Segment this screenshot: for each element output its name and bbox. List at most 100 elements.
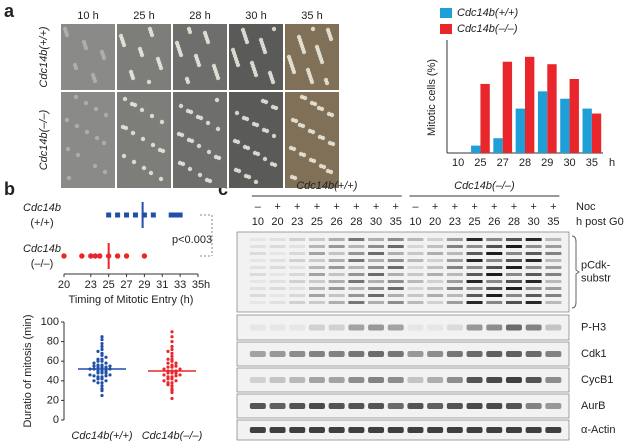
- band: [486, 377, 503, 383]
- row-label: Cdc14b(+/+): [38, 26, 50, 87]
- band: [466, 238, 483, 241]
- band: [249, 245, 266, 248]
- band: [446, 377, 463, 383]
- band: [407, 273, 424, 276]
- band: [348, 377, 365, 383]
- noc-sign: +: [353, 201, 359, 213]
- band: [387, 273, 404, 276]
- band: [427, 427, 444, 433]
- cell: [271, 133, 277, 139]
- point: [174, 374, 178, 378]
- band: [446, 245, 463, 248]
- band: [466, 266, 483, 269]
- band: [505, 377, 522, 383]
- legend-swatch: [440, 8, 452, 18]
- band: [486, 273, 503, 276]
- band: [505, 266, 522, 269]
- lane-hour: 28: [508, 216, 520, 228]
- noc-sign: +: [373, 201, 379, 213]
- brace: [571, 235, 580, 309]
- band: [289, 403, 306, 409]
- bar: [493, 138, 503, 153]
- band: [427, 377, 444, 383]
- cell: [244, 116, 250, 122]
- lane-hour: 28: [350, 216, 362, 228]
- point: [170, 347, 174, 352]
- band: [368, 403, 385, 409]
- cell: [65, 146, 71, 152]
- band: [545, 245, 562, 248]
- cell: [101, 140, 107, 146]
- band: [407, 252, 424, 255]
- y-tick-label: 100: [41, 316, 59, 328]
- band: [545, 259, 562, 262]
- bar: [471, 145, 481, 153]
- x-tick-label: 35: [192, 279, 204, 291]
- cell: [103, 112, 109, 118]
- cell: [92, 163, 98, 169]
- cell: [158, 65, 164, 71]
- x-tick-label: 33: [174, 279, 186, 291]
- x-tick-label: 29: [541, 157, 553, 169]
- cell: [185, 79, 191, 85]
- x-tick-label: Cdc14b(+/+): [71, 430, 132, 441]
- point: [115, 212, 121, 218]
- band: [466, 273, 483, 276]
- cell: [253, 72, 259, 78]
- x-tick-label: 27: [497, 157, 509, 169]
- noc-sign: +: [314, 201, 320, 213]
- cell: [324, 80, 330, 86]
- band: [387, 301, 404, 304]
- point: [170, 340, 174, 344]
- point: [170, 344, 174, 349]
- point: [174, 379, 178, 383]
- cell: [309, 79, 315, 85]
- band: [289, 324, 306, 331]
- point: [104, 361, 108, 365]
- band: [466, 427, 483, 433]
- band: [486, 266, 503, 269]
- band: [427, 403, 444, 409]
- cell: [189, 138, 195, 144]
- band: [466, 245, 483, 248]
- band: [308, 403, 325, 409]
- bar: [547, 64, 557, 153]
- band: [328, 245, 345, 248]
- point: [92, 253, 98, 259]
- point: [170, 375, 174, 379]
- x-tick-label: Cdc14b(–/–): [142, 430, 203, 441]
- cell: [253, 179, 259, 185]
- band: [545, 266, 562, 269]
- band: [269, 266, 286, 269]
- cell: [301, 152, 307, 158]
- band: [505, 301, 522, 304]
- band: [387, 351, 404, 357]
- band: [289, 252, 306, 255]
- cell: [244, 39, 250, 45]
- lane-hour: 35: [547, 216, 559, 228]
- band: [545, 280, 562, 283]
- band: [348, 301, 365, 304]
- cell: [235, 62, 241, 68]
- cell: [148, 170, 154, 176]
- row-label: Cdc14b(–/–): [38, 109, 50, 170]
- band: [348, 252, 365, 255]
- x-tick-label: 30: [563, 157, 575, 169]
- bar: [537, 91, 548, 153]
- cell: [178, 52, 184, 58]
- point: [92, 361, 96, 365]
- band: [466, 259, 483, 262]
- band: [545, 324, 562, 331]
- point: [100, 375, 104, 379]
- band: [308, 351, 325, 357]
- band: [466, 287, 483, 290]
- cell: [321, 164, 327, 170]
- micrograph: [61, 92, 115, 188]
- band: [427, 301, 444, 304]
- band: [525, 287, 542, 290]
- band: [249, 403, 266, 409]
- cell: [205, 120, 211, 126]
- cell: [235, 139, 241, 145]
- cell: [206, 149, 212, 155]
- bar: [591, 113, 602, 153]
